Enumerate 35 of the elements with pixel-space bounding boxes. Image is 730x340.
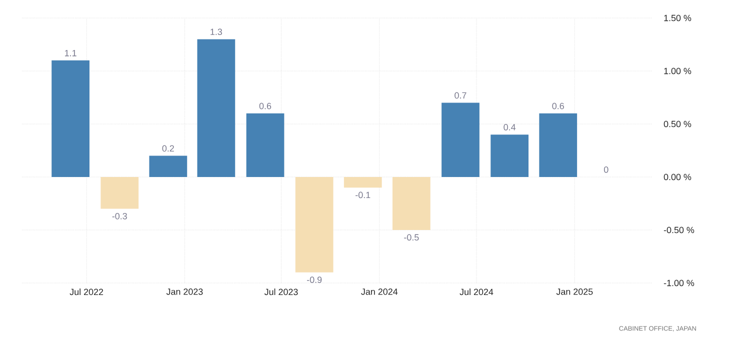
y-tick-label: 0.50 % [664, 120, 692, 128]
data-label: 0.6 [259, 102, 272, 110]
data-label: 0.4 [504, 124, 516, 130]
y-tick-label: -1.00 % [664, 280, 694, 286]
data-label: -0.1 [356, 192, 370, 198]
bar [149, 156, 188, 177]
bar [344, 177, 382, 188]
bar [392, 177, 430, 230]
y-tick-label: 1.50 % [664, 14, 692, 22]
data-label: -0.3 [112, 212, 127, 220]
x-tick-label: Jul 2022 [70, 288, 104, 296]
data-label: 1.1 [65, 50, 76, 56]
y-tick-label: 1.00 % [664, 68, 692, 74]
x-tick-label: Jul 2024 [460, 288, 494, 296]
data-label: -0.9 [307, 276, 322, 283]
bar [490, 134, 529, 177]
x-tick-label: Jan 2023 [166, 288, 203, 295]
bar [52, 60, 90, 177]
bar [100, 177, 139, 209]
y-tick-label: 0.00 % [664, 174, 692, 180]
data-label: 0.2 [162, 145, 174, 152]
bar [539, 113, 578, 177]
bar [197, 39, 236, 177]
x-tick-label: Jan 2025 [556, 288, 593, 295]
data-label: 0 [604, 166, 608, 173]
bar [442, 102, 480, 177]
x-tick-label: Jul 2023 [264, 288, 298, 296]
data-label: 0.7 [454, 92, 466, 99]
x-tick-label: Jan 2024 [361, 288, 398, 295]
data-label: 1.3 [210, 28, 222, 36]
bar [295, 177, 334, 272]
bar [246, 113, 284, 177]
data-label: -0.5 [404, 234, 419, 241]
y-tick-label: -0.50 % [664, 226, 694, 234]
data-label: 0.6 [552, 102, 564, 110]
